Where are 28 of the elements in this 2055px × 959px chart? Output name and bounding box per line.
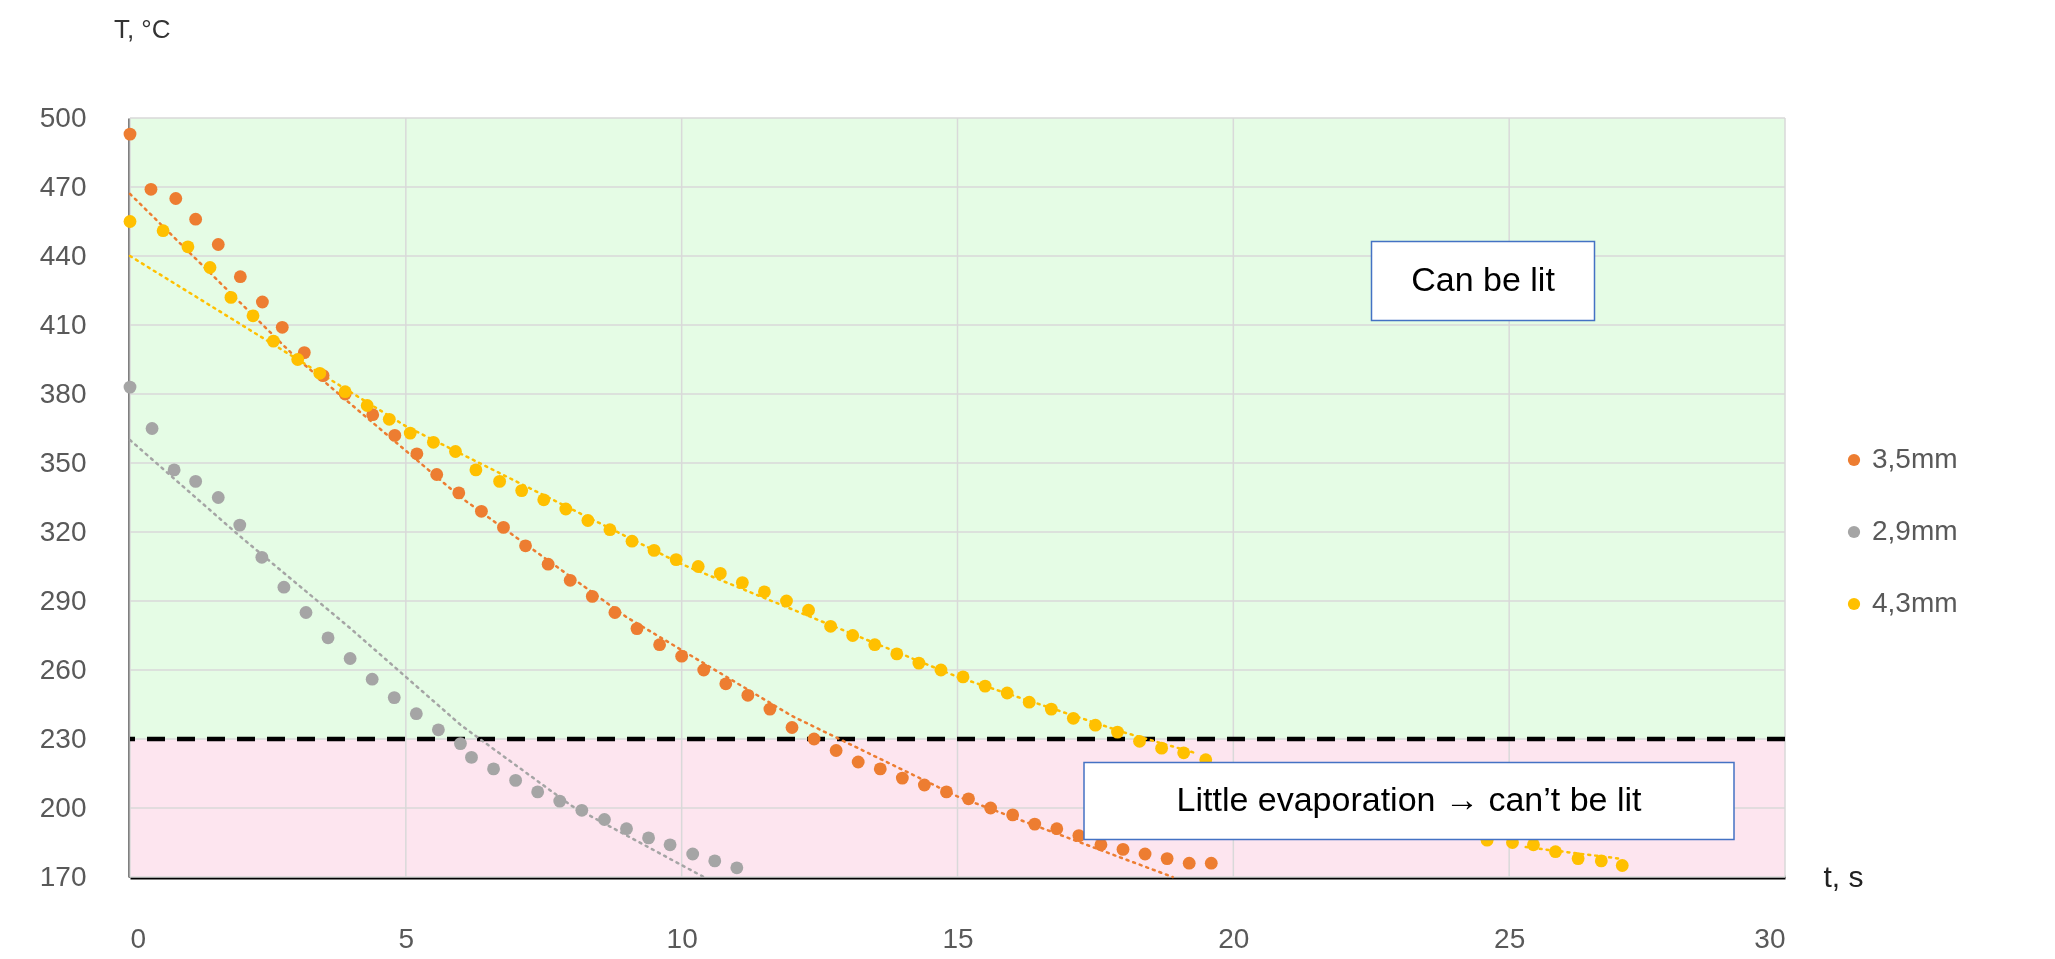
- line-series: [128, 438, 705, 879]
- y-tick-label: 320: [39, 515, 87, 547]
- legend-label: 2,9mm: [1872, 515, 1958, 546]
- y-tick-label: 170: [39, 860, 87, 892]
- x-tick-label: 25: [1494, 922, 1526, 954]
- y-tick-label: 260: [39, 653, 87, 685]
- legend-label: 4,3mm: [1872, 587, 1958, 618]
- x-tick-label: 5: [398, 922, 415, 954]
- x-tick-label: 10: [666, 922, 698, 954]
- band-label: Can be lit: [1411, 260, 1556, 298]
- y-tick-label: 230: [39, 722, 87, 754]
- y-tick-label: 500: [39, 101, 87, 133]
- y-tick-label: 470: [39, 170, 87, 202]
- y-tick-label: 200: [39, 791, 87, 823]
- line-series: [128, 192, 1174, 879]
- y-axis-title: T, °C: [113, 13, 171, 44]
- y-tick-label: 290: [39, 584, 87, 616]
- band-label: Little evaporation → can’t be lit: [1176, 780, 1643, 818]
- x-tick-label: 0: [130, 922, 147, 954]
- x-tick-label: 30: [1754, 922, 1786, 954]
- x-axis-title: t, s: [1823, 859, 1864, 893]
- y-tick-label: 410: [39, 308, 87, 340]
- y-tick-label: 440: [39, 239, 87, 271]
- y-tick-label: 380: [39, 377, 87, 409]
- x-tick-label: 20: [1218, 922, 1250, 954]
- y-tick-label: 350: [39, 446, 87, 478]
- legend-label: 3,5mm: [1872, 443, 1958, 474]
- x-tick-label: 15: [942, 922, 974, 954]
